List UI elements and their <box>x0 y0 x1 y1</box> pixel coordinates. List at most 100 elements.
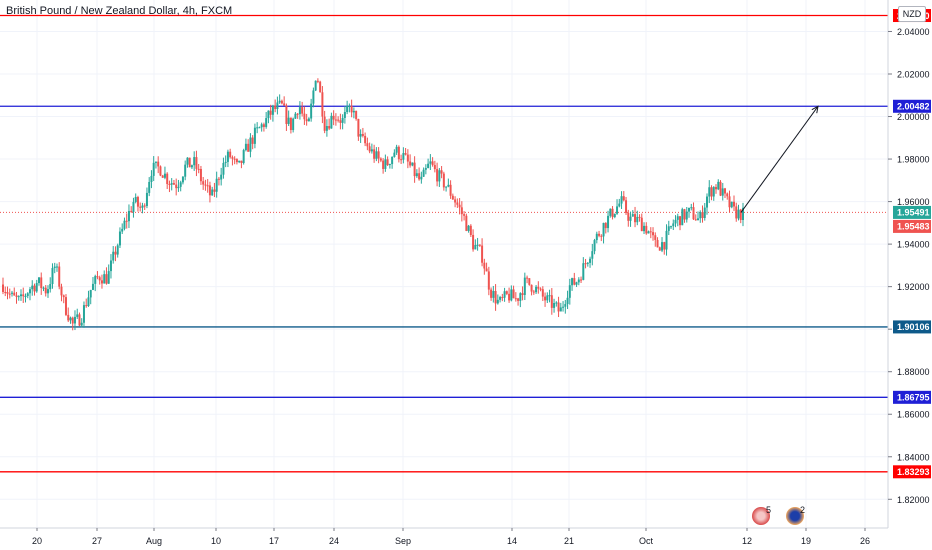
candle-body <box>553 303 556 308</box>
candle-body <box>620 196 623 204</box>
candle-body <box>384 159 387 169</box>
candle-body <box>681 209 684 226</box>
candle-body <box>339 120 342 123</box>
drawing-tools[interactable] <box>740 105 819 213</box>
candle-body <box>193 157 196 166</box>
event-flag-icon[interactable] <box>786 507 804 525</box>
candle-body <box>573 278 576 285</box>
candle-body <box>481 245 484 263</box>
candle-body <box>395 146 398 153</box>
candle-body <box>89 289 92 298</box>
candle-body <box>712 187 715 197</box>
candle-body <box>627 212 630 221</box>
candle-body <box>51 268 54 285</box>
candle-body <box>742 207 744 220</box>
candle-body <box>208 185 211 196</box>
candle-body <box>346 105 349 112</box>
current-price-tag: 1.95491 <box>897 208 930 218</box>
candle-body <box>717 181 720 190</box>
candle-body <box>260 124 263 128</box>
candle-body <box>685 211 688 220</box>
candle-body <box>451 195 454 200</box>
candle-body <box>591 251 594 259</box>
candle-body <box>235 159 238 163</box>
projection-arrow-line[interactable] <box>740 106 819 213</box>
candle-body <box>467 225 470 231</box>
candle-body <box>280 100 283 104</box>
candle-body <box>582 263 585 280</box>
y-tick-label: 2.04000 <box>897 27 930 37</box>
currency-badge[interactable]: NZD <box>898 6 926 22</box>
candle-body <box>503 291 506 298</box>
candle-body <box>13 292 16 296</box>
event-flag-icon[interactable] <box>752 507 770 525</box>
candle-body <box>564 304 567 307</box>
candle-body <box>332 115 335 120</box>
candle-body <box>706 196 709 208</box>
candle-body <box>521 293 524 295</box>
candle-body <box>625 200 628 213</box>
y-tick-label: 1.82000 <box>897 495 930 505</box>
candle-body <box>724 188 727 194</box>
x-tick-label: Aug <box>146 536 162 546</box>
candle-body <box>710 187 713 197</box>
level-price-tag-bg <box>893 390 931 404</box>
candle-body <box>33 285 36 292</box>
candlestick-series <box>2 78 744 331</box>
candle-body <box>240 160 243 164</box>
candle-body <box>53 266 56 269</box>
candle-body <box>409 161 412 166</box>
candle-body <box>265 118 268 127</box>
candle-body <box>204 184 207 186</box>
candle-body <box>429 161 432 164</box>
candle-body <box>472 234 475 250</box>
candle-body <box>658 247 661 251</box>
candle-body <box>4 291 7 293</box>
candle-body <box>114 251 117 255</box>
candle-body <box>334 119 337 121</box>
candle-body <box>199 168 202 182</box>
candle-body <box>656 239 659 248</box>
x-tick-label: Sep <box>395 536 411 546</box>
candle-body <box>125 220 128 222</box>
candle-body <box>292 118 295 131</box>
x-tick-label: 14 <box>507 536 517 546</box>
candle-body <box>422 169 425 177</box>
candle-body <box>454 199 457 203</box>
level-price-tag-bg <box>893 465 931 479</box>
candle-body <box>82 305 85 323</box>
candle-body <box>544 296 547 301</box>
candle-body <box>319 81 322 93</box>
candle-body <box>571 278 574 286</box>
candle-body <box>357 118 360 137</box>
candle-body <box>341 117 344 123</box>
candle-body <box>202 181 205 185</box>
candle-body <box>485 268 488 272</box>
candle-body <box>2 284 4 292</box>
candle-body <box>427 163 430 169</box>
candle-body <box>690 207 693 209</box>
candle-body <box>184 164 187 177</box>
price-axis <box>888 0 932 528</box>
candle-body <box>557 302 560 312</box>
candle-body <box>307 118 310 122</box>
candle-body <box>449 184 452 196</box>
x-tick-label: 21 <box>564 536 574 546</box>
y-tick-label: 1.88000 <box>897 367 930 377</box>
candle-body <box>505 291 508 294</box>
candle-body <box>242 150 245 164</box>
candle-body <box>49 284 52 290</box>
candle-body <box>271 105 274 115</box>
candle-body <box>400 159 403 161</box>
candle-body <box>213 189 216 192</box>
candle-body <box>105 274 108 284</box>
candle-body <box>94 276 97 284</box>
candle-body <box>154 161 157 163</box>
candle-body <box>168 183 171 185</box>
candle-body <box>735 206 738 219</box>
candle-body <box>103 274 106 284</box>
candle-body <box>321 92 324 117</box>
horizontal-levels[interactable] <box>0 14 888 473</box>
candle-body <box>701 212 704 218</box>
